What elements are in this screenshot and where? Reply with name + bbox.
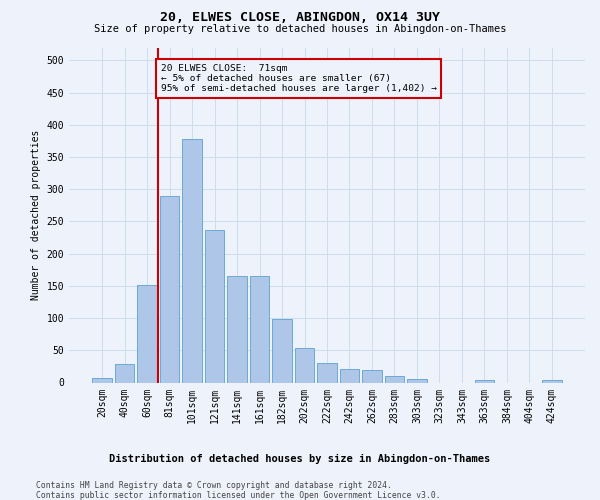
Bar bbox=[115, 364, 134, 382]
Bar bbox=[182, 139, 202, 382]
Bar bbox=[542, 380, 562, 382]
Bar bbox=[407, 380, 427, 382]
Bar bbox=[137, 284, 157, 382]
Bar bbox=[205, 230, 224, 382]
Bar bbox=[385, 376, 404, 382]
Bar bbox=[227, 276, 247, 382]
Text: Contains public sector information licensed under the Open Government Licence v3: Contains public sector information licen… bbox=[36, 491, 440, 500]
Bar bbox=[160, 196, 179, 382]
Y-axis label: Number of detached properties: Number of detached properties bbox=[31, 130, 41, 300]
Text: 20, ELWES CLOSE, ABINGDON, OX14 3UY: 20, ELWES CLOSE, ABINGDON, OX14 3UY bbox=[160, 11, 440, 24]
Bar bbox=[475, 380, 494, 382]
Bar bbox=[250, 276, 269, 382]
Bar bbox=[317, 362, 337, 382]
Text: Contains HM Land Registry data © Crown copyright and database right 2024.: Contains HM Land Registry data © Crown c… bbox=[36, 481, 392, 490]
Bar bbox=[295, 348, 314, 382]
Bar bbox=[340, 369, 359, 382]
Bar bbox=[92, 378, 112, 382]
Bar bbox=[362, 370, 382, 382]
Text: Size of property relative to detached houses in Abingdon-on-Thames: Size of property relative to detached ho… bbox=[94, 24, 506, 34]
Text: Distribution of detached houses by size in Abingdon-on-Thames: Distribution of detached houses by size … bbox=[109, 454, 491, 464]
Bar bbox=[272, 318, 292, 382]
Text: 20 ELWES CLOSE:  71sqm
← 5% of detached houses are smaller (67)
95% of semi-deta: 20 ELWES CLOSE: 71sqm ← 5% of detached h… bbox=[161, 64, 437, 94]
